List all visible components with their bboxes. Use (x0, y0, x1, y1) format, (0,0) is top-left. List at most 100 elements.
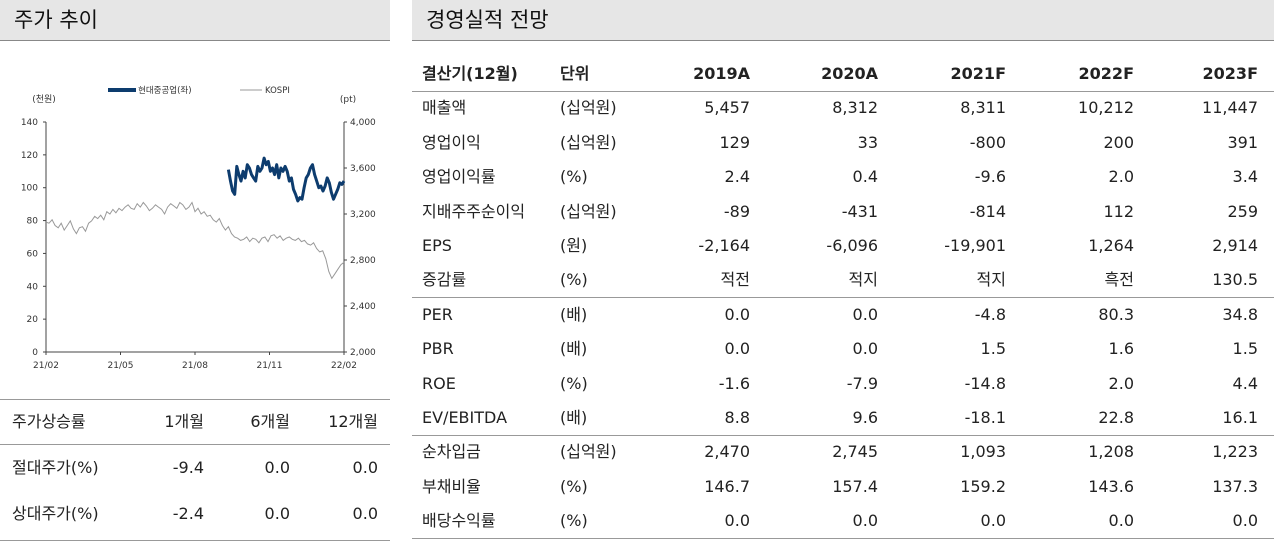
earnings-value: 4.4 (1232, 373, 1258, 393)
earnings-value: 0.0 (980, 511, 1006, 531)
earnings-header-rule (412, 90, 1274, 92)
y-right-tick-label: 2,000 (350, 348, 376, 358)
earnings-value: 1,093 (960, 442, 1006, 462)
y-right-tick-label: 2,800 (350, 256, 376, 266)
earnings-value: 3.4 (1232, 167, 1258, 187)
earnings-value: 2.0 (1108, 373, 1134, 393)
earnings-outlook-title: 경영실적 전망 (412, 0, 1274, 40)
earnings-item-label: 부채비율 (422, 476, 481, 496)
earnings-unit: (십억원) (560, 98, 617, 118)
stats-top-rule (0, 399, 390, 400)
earnings-item-label: 증감률 (422, 270, 467, 290)
earnings-unit: (배) (560, 408, 588, 427)
x-tick-label: 21/11 (257, 361, 283, 371)
earnings-group-rule (412, 297, 1274, 299)
earnings-value: -89 (723, 201, 750, 221)
earnings-row: ROE (%) -1.6 -7.9 -14.8 2.0 4.4 (412, 367, 1274, 401)
earnings-value: 2023F (1202, 64, 1258, 83)
earnings-value: 0.0 (852, 304, 878, 324)
earnings-value: 143.6 (1088, 476, 1134, 496)
earnings-value: 200 (1103, 132, 1134, 152)
earnings-value: -19,901 (944, 236, 1006, 255)
earnings-value: -9.6 (974, 167, 1006, 187)
y-left-axis-label: (천원) (32, 94, 56, 105)
y-left-tick-label: 80 (27, 217, 39, 227)
earnings-row: 매출액 (십억원) 5,457 8,312 8,311 10,212 11,447 (412, 91, 1274, 125)
earnings-value: 2.0 (1108, 167, 1134, 187)
earnings-value: 1,223 (1212, 442, 1258, 462)
x-tick-label: 21/02 (33, 361, 59, 371)
earnings-unit: (%) (560, 511, 588, 531)
earnings-value: 2,470 (704, 442, 750, 462)
earnings-unit: 단위 (560, 64, 590, 83)
earnings-item-label: 영업이익 (422, 132, 481, 152)
earnings-value: 11,447 (1202, 98, 1258, 118)
y-left-tick-label: 100 (21, 184, 38, 194)
earnings-row: EV/EBITDA (배) 8.8 9.6 -18.1 22.8 16.1 (412, 401, 1274, 435)
earnings-value: 16.1 (1222, 408, 1258, 427)
earnings-item-label: 영업이익률 (422, 167, 496, 187)
earnings-value: 34.8 (1222, 304, 1258, 324)
price-change-label: 절대주가(%) (12, 458, 99, 477)
y-left-tick-label: 40 (27, 282, 39, 292)
earnings-row: 부채비율 (%) 146.7 157.4 159.2 143.6 137.3 (412, 470, 1274, 504)
earnings-row: 지배주주순이익 (십억원) -89 -431 -814 112 259 (412, 195, 1274, 229)
price-change-value: 6개월 (250, 412, 290, 431)
earnings-value: 9.6 (852, 408, 878, 427)
price-change-header-row: 주가상승률 1개월 6개월 12개월 (0, 402, 390, 442)
earnings-value: 8,311 (960, 98, 1006, 118)
earnings-item-label: ROE (422, 373, 456, 393)
y-right-tick-label: 2,400 (350, 302, 376, 312)
stock-price-chart: 140 120 100 80 60 40 20 0 4,000 3,600 3,200 2,800 2,… (0, 56, 390, 390)
earnings-unit: (%) (560, 270, 588, 290)
y-left-tick-label: 60 (27, 249, 39, 259)
earnings-value: 22.8 (1098, 408, 1134, 427)
earnings-item-label: 배당수익률 (422, 511, 496, 531)
y-right-tick-label: 3,600 (350, 164, 376, 174)
earnings-row: EPS (원) -2,164 -6,096 -19,901 1,264 2,914 (412, 229, 1274, 263)
earnings-header-row: 결산기(12월) 단위 2019A 2020A 2021F 2022F 2023F (412, 57, 1274, 91)
earnings-value: 적전 (720, 270, 750, 290)
earnings-value: 2021F (950, 64, 1006, 83)
earnings-unit: (배) (560, 339, 588, 359)
earnings-item-label: 결산기(12월) (422, 64, 518, 83)
earnings-value: 2019A (693, 64, 750, 83)
price-change-label: 상대주가(%) (12, 504, 99, 523)
earnings-value: 130.5 (1212, 270, 1258, 290)
earnings-unit: (배) (560, 304, 588, 324)
earnings-value: 157.4 (832, 476, 878, 496)
y-left-tick-label: 20 (27, 315, 39, 325)
hhi-series-line (226, 156, 346, 203)
earnings-value: -4.8 (974, 304, 1006, 324)
price-change-value: 12개월 (328, 412, 378, 431)
earnings-unit: (십억원) (560, 201, 617, 221)
price-change-value: -2.4 (172, 504, 204, 523)
earnings-value: 159.2 (960, 476, 1006, 496)
earnings-value: 8.8 (724, 408, 750, 427)
earnings-value: 2,914 (1212, 236, 1258, 255)
earnings-row: 영업이익 (십억원) 129 33 -800 200 391 (412, 126, 1274, 160)
stock-price-chart-svg: 140 120 100 80 60 40 20 0 4,000 3,600 3,200 2,800 2,… (21, 86, 376, 371)
earnings-value: 1,208 (1088, 442, 1134, 462)
earnings-value: 2020A (821, 64, 878, 83)
earnings-outlook-title-rule (412, 40, 1274, 41)
earnings-item-label: EV/EBITDA (422, 408, 508, 427)
earnings-value: 33 (857, 132, 878, 152)
stock-trend-panel: 주가 추이 140 120 100 80 60 40 20 0 4,000 3,600 3,200 2… (0, 0, 390, 545)
y-left-tick-label: 120 (21, 151, 38, 161)
price-change-row: 절대주가(%) -9.4 0.0 0.0 (0, 448, 390, 488)
earnings-value: 0.0 (852, 339, 878, 359)
earnings-unit: (십억원) (560, 132, 617, 152)
earnings-item-label: EPS (422, 236, 452, 255)
earnings-value: 2022F (1078, 64, 1134, 83)
earnings-value: -800 (969, 132, 1006, 152)
earnings-value: 1,264 (1088, 236, 1134, 255)
earnings-item-label: PER (422, 304, 453, 324)
price-change-value: 1개월 (164, 412, 204, 431)
earnings-unit: (%) (560, 167, 588, 187)
stats-bottom-rule (0, 540, 390, 541)
earnings-value: -18.1 (964, 408, 1006, 427)
earnings-value: -6,096 (826, 236, 878, 255)
earnings-value: 0.0 (724, 304, 750, 324)
earnings-value: 적지 (848, 270, 878, 290)
